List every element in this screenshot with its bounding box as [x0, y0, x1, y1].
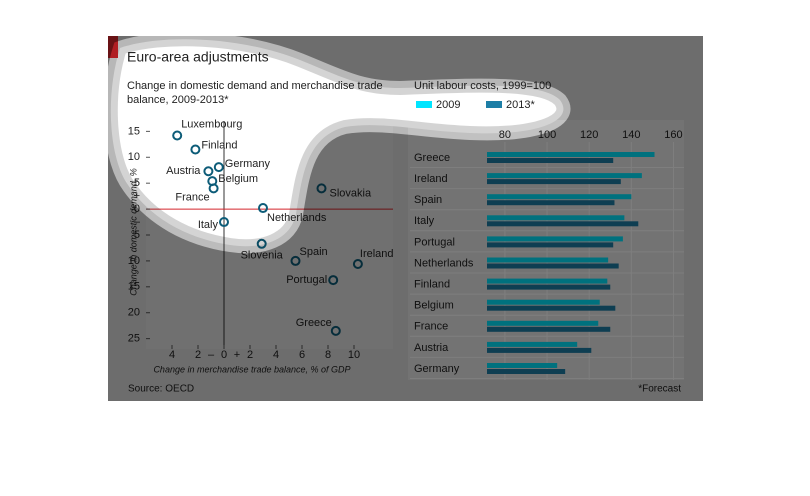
chart: Euro-area adjustments Change in domestic…	[0, 0, 810, 496]
page: {"header": {"title": "Euro-area adjustme…	[0, 0, 810, 496]
